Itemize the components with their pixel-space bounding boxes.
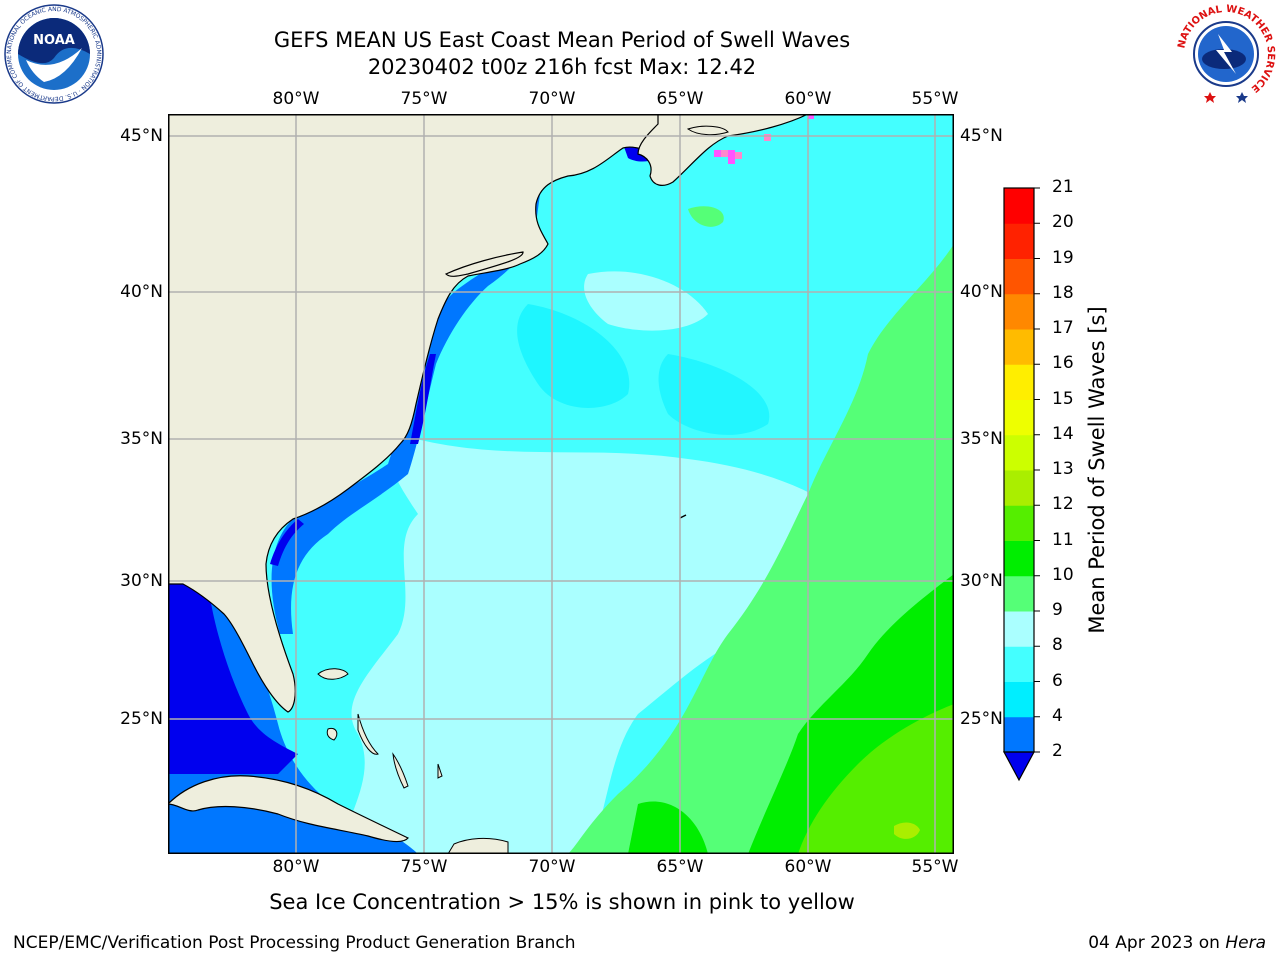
lat-label-right: 35°N [960, 429, 1003, 449]
colorbar-tick-label: 19 [1052, 247, 1074, 268]
lat-label-right: 40°N [960, 282, 1003, 302]
lat-label-right: 30°N [960, 571, 1003, 591]
chart-subtitle: 20230402 t00z 216h fcst Max: 12.42 [367, 55, 757, 79]
footer-credit: NCEP/EMC/Verification Post Processing Pr… [13, 933, 576, 953]
lat-label-left: 40°N [120, 282, 163, 302]
colorbar-tick-label: 2 [1052, 741, 1063, 761]
footer-date: 04 Apr 2023 on Hera [1088, 933, 1266, 953]
lon-label-bottom: 65°W [656, 857, 704, 877]
land-cuba [168, 775, 409, 843]
colorbar-segment [1004, 716, 1034, 753]
colorbar-tick-label: 11 [1052, 529, 1074, 550]
noaa-logo: NATIONAL OCEANIC AND ATMOSPHERIC ADMINIS… [4, 4, 104, 104]
colorbar-segment [1004, 188, 1034, 224]
land-hispaniola [447, 837, 509, 854]
lon-label-bottom: 70°W [528, 857, 576, 877]
lon-label-bottom: 75°W [400, 857, 448, 877]
lat-label-right: 45°N [960, 126, 1003, 146]
colorbar-segment [1004, 223, 1034, 259]
colorbar-segment [1004, 293, 1034, 330]
footer-date-text: 04 Apr 2023 on [1088, 933, 1220, 953]
colorbar-tick-label: 18 [1052, 282, 1074, 303]
field-10-11s [628, 801, 708, 854]
lon-label-top: 80°W [272, 89, 320, 109]
noaa-logo-text: NOAA [33, 33, 75, 48]
footer-host: Hera [1225, 933, 1266, 953]
colorbar-segment [1004, 540, 1034, 577]
lon-label-bottom: 60°W [784, 857, 832, 877]
lat-label-left: 30°N [120, 571, 163, 591]
field-6-8s [517, 304, 630, 408]
colorbar [1002, 187, 1040, 782]
lat-label-left: 25°N [120, 709, 163, 729]
colorbar-segment [1004, 434, 1034, 471]
lat-label-left: 45°N [120, 126, 163, 146]
colorbar-segment [1004, 575, 1034, 612]
lon-label-top: 65°W [656, 89, 704, 109]
colorbar-tick-label: 14 [1052, 423, 1074, 444]
lat-label-left: 35°N [120, 429, 163, 449]
field-lt4s-coast [410, 354, 436, 444]
field-9-10s [688, 206, 724, 227]
field-8-9s [338, 434, 875, 854]
colorbar-segment [1004, 681, 1034, 718]
lon-label-top: 70°W [528, 89, 576, 109]
nws-logo: NATIONAL WEATHER SERVICE [1176, 4, 1276, 103]
map-frame [168, 114, 954, 854]
field-6-8s [658, 354, 770, 435]
lon-label-bottom: 80°W [272, 857, 320, 877]
colorbar-segment [1004, 364, 1034, 400]
colorbar-segment [1004, 329, 1034, 365]
colorbar-segment [1004, 258, 1034, 295]
lat-label-right: 25°N [960, 709, 1003, 729]
colorbar-tick-label: 12 [1052, 494, 1074, 515]
lon-label-top: 60°W [784, 89, 832, 109]
colorbar-tick-label: 21 [1052, 177, 1074, 197]
colorbar-tick-label: 8 [1052, 635, 1063, 656]
field-12-13s [894, 822, 920, 839]
land-long-island [444, 251, 524, 277]
colorbar-segment [1004, 470, 1034, 506]
land-bahamas [317, 668, 443, 789]
colorbar-segment [1004, 399, 1034, 436]
colorbar-tick-label: 15 [1052, 388, 1074, 409]
field-8-9s [584, 271, 708, 331]
field-lt4s-gulf [168, 584, 298, 774]
colorbar-tick-label: 10 [1052, 564, 1074, 585]
lon-label-top: 75°W [400, 89, 448, 109]
sea-ice-caption: Sea Ice Concentration > 15% is shown in … [269, 890, 855, 914]
lon-label-top: 55°W [911, 89, 959, 109]
colorbar-tick-label: 20 [1052, 212, 1074, 233]
land-bermuda [679, 514, 687, 519]
chart-title: GEFS MEAN US East Coast Mean Period of S… [273, 28, 851, 52]
colorbar-segment [1004, 505, 1034, 541]
land-pei [686, 125, 729, 136]
colorbar-segment [1004, 611, 1034, 647]
field-11-12s [798, 704, 954, 854]
colorbar-tick-label: 9 [1052, 600, 1063, 620]
lon-label-bottom: 55°W [911, 857, 959, 877]
colorbar-underflow [1002, 751, 1036, 782]
colorbar-tick-label: 4 [1052, 705, 1063, 726]
colorbar-tick-label: 16 [1052, 353, 1074, 374]
map-grid [168, 114, 954, 854]
colorbar-tick-label: 6 [1052, 670, 1063, 691]
colorbar-tick-label: 17 [1052, 318, 1074, 338]
colorbar-title: Mean Period of Swell Waves [s] [1085, 306, 1109, 634]
swell-period-map [168, 114, 954, 854]
colorbar-tick-label: 13 [1052, 459, 1074, 479]
colorbar-segment [1004, 646, 1034, 682]
